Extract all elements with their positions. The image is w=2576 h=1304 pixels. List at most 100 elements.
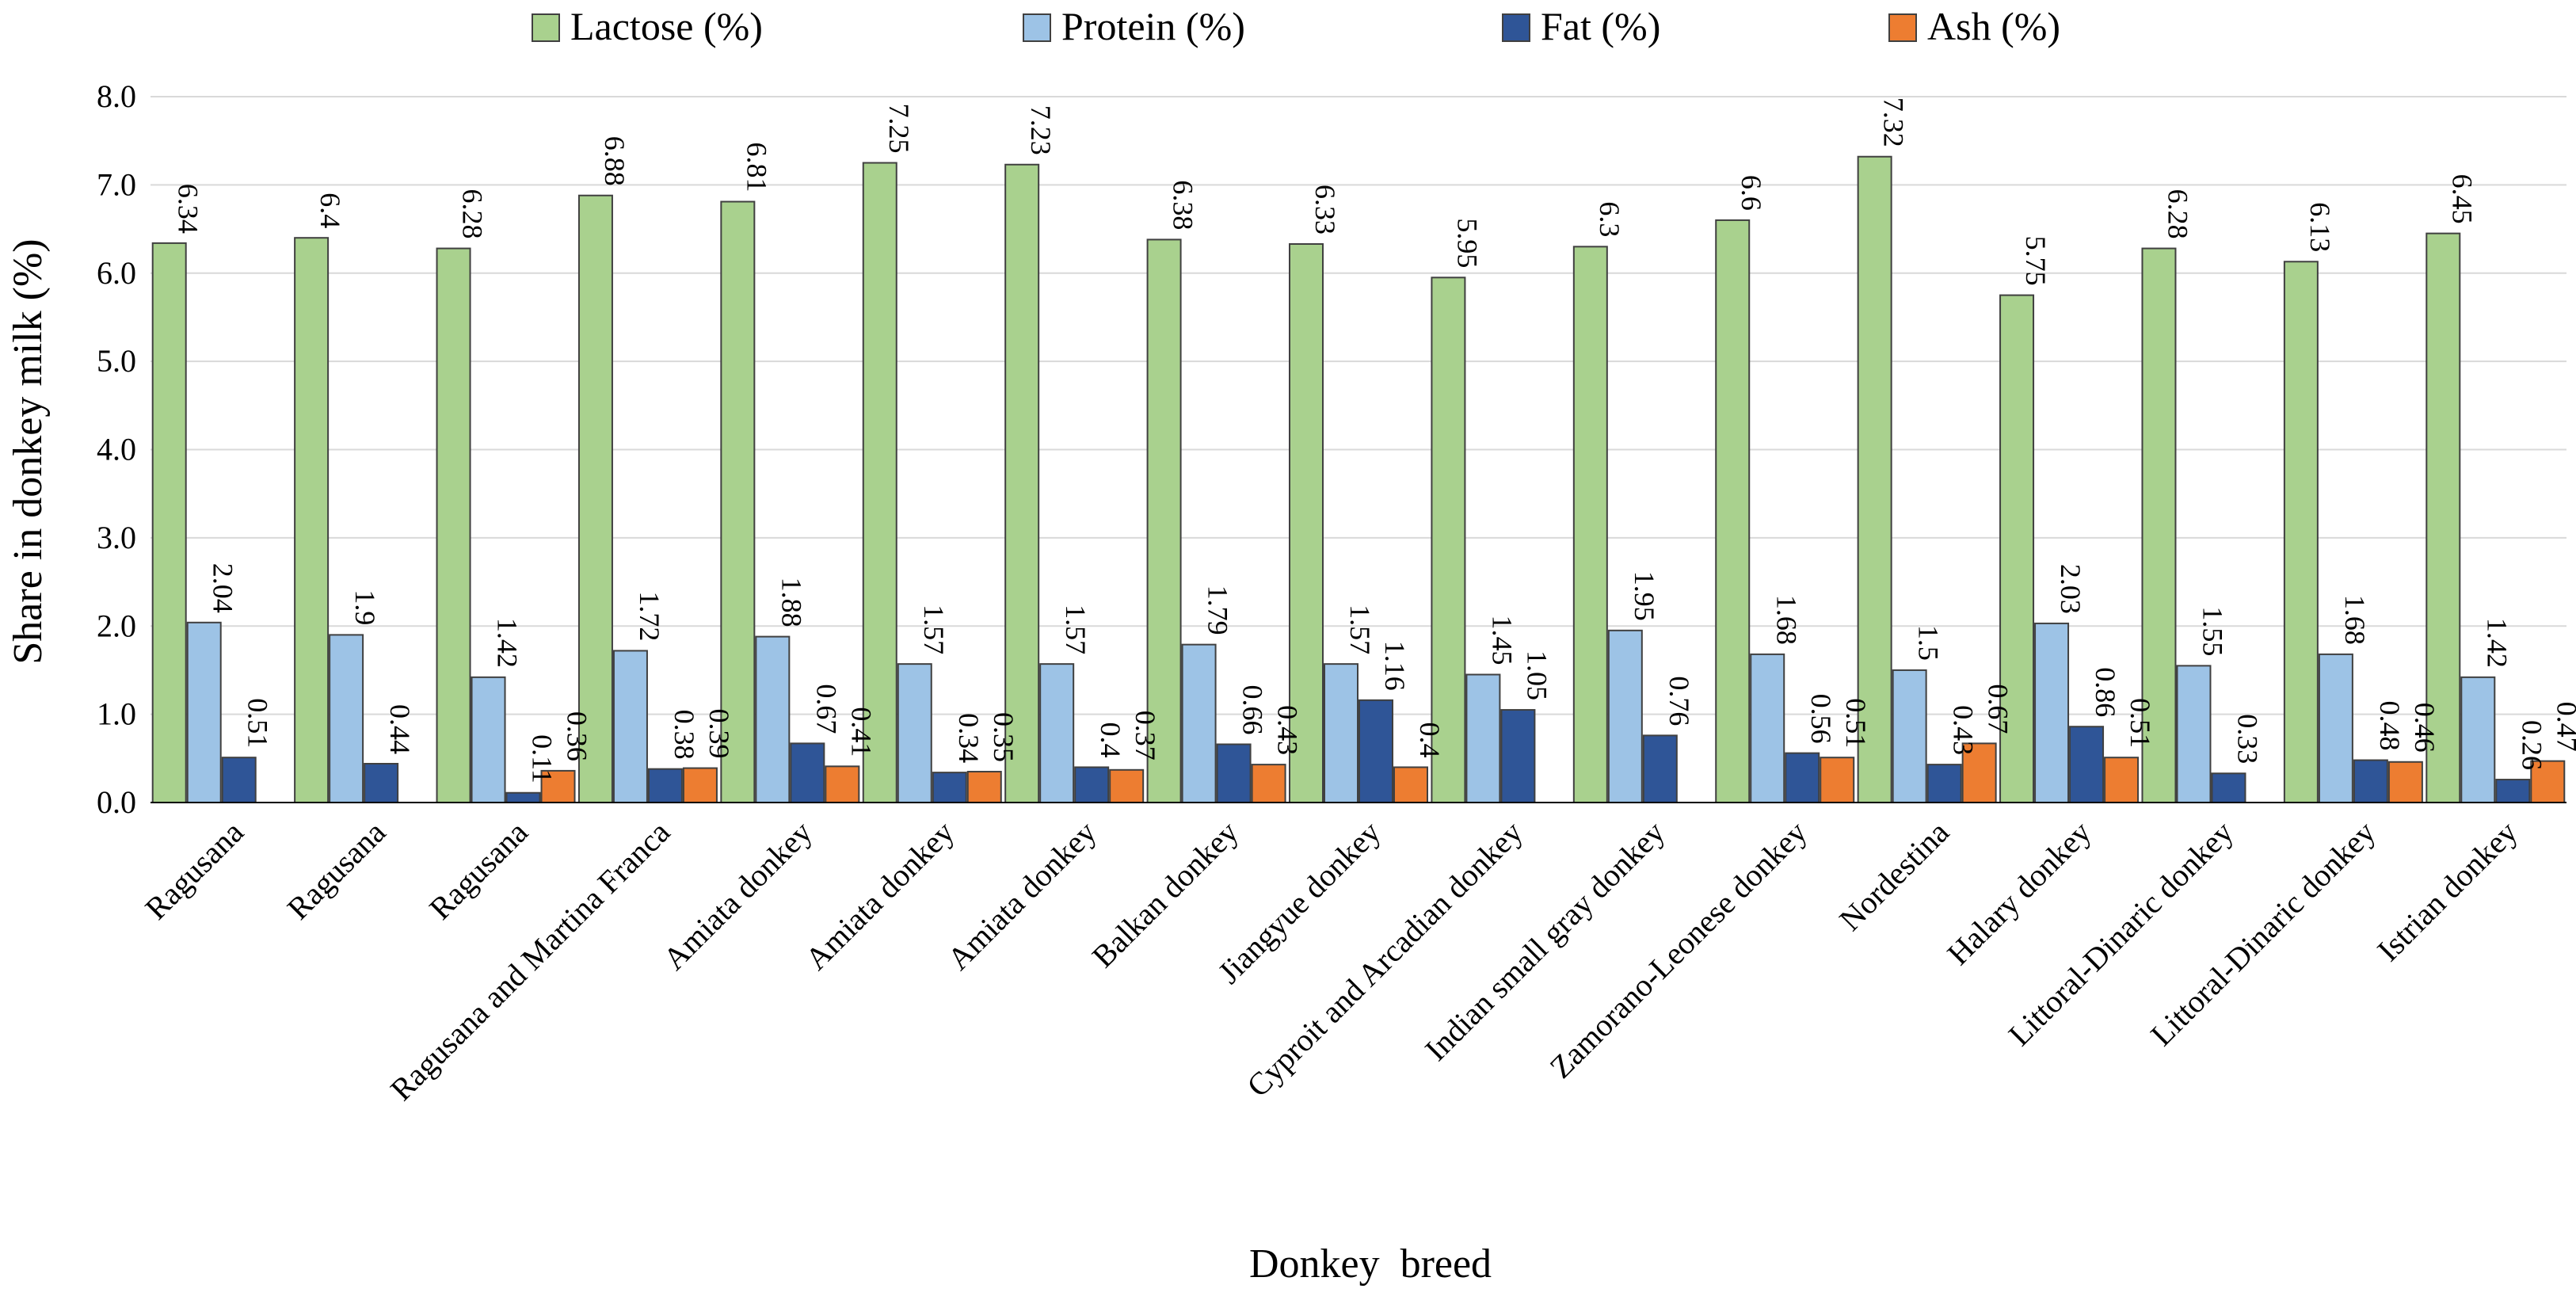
- data-label-fat: 0.66: [1237, 684, 1269, 734]
- bar-lactose: [577, 194, 613, 804]
- data-label-protein: 1.79: [1202, 585, 1234, 635]
- legend-swatch-fat: [1502, 13, 1530, 42]
- bar-fat: [1926, 764, 1962, 804]
- data-label-ash: 0.46: [2409, 703, 2441, 753]
- x-tick-label: Amiata donkey: [656, 814, 818, 977]
- bar-lactose: [2283, 261, 2319, 803]
- data-label-lactose: 5.75: [2020, 236, 2052, 286]
- data-label-ash: 0.67: [1983, 684, 2014, 734]
- legend-swatch-lactose: [532, 13, 560, 42]
- bar-protein: [1039, 663, 1075, 803]
- y-tick-label: 5.0: [97, 343, 136, 379]
- data-label-protein: 1.5: [1913, 625, 1945, 661]
- legend-swatch-ash: [1888, 13, 1917, 42]
- x-tick-label: Istrian donkey: [2370, 814, 2524, 968]
- bar-ash: [1109, 768, 1145, 804]
- x-tick-label: Ragusana: [280, 814, 393, 926]
- bar-lactose: [436, 247, 471, 803]
- bar-fat: [1785, 752, 1820, 804]
- data-label-fat: 0.67: [810, 684, 842, 734]
- data-label-protein: 1.55: [2197, 606, 2228, 656]
- data-label-fat: 0.38: [669, 710, 700, 760]
- data-label-fat: 0.26: [2516, 720, 2547, 770]
- y-tick-label: 8.0: [97, 78, 136, 114]
- bar-lactose: [1431, 276, 1466, 804]
- data-label-lactose: 6.34: [173, 184, 204, 234]
- bar-lactose: [1857, 155, 1892, 804]
- x-axis-title: Donkey breed: [1249, 1241, 1492, 1287]
- bar-protein: [1465, 673, 1501, 803]
- bar-lactose: [1715, 219, 1751, 803]
- bar-protein: [612, 650, 648, 803]
- bars: [151, 155, 2566, 804]
- y-tick-label: 2.0: [97, 608, 136, 643]
- x-tick-label: Zamorano-Leonese donkey: [1543, 814, 1814, 1085]
- legend-label-lactose: Lactose (%): [570, 4, 763, 48]
- bar-protein: [1324, 663, 1358, 803]
- data-label-lactose: 7.32: [1878, 97, 1910, 147]
- data-label-ash: 0.37: [1130, 711, 1161, 761]
- bar-lactose: [1289, 242, 1324, 803]
- data-label-ash: 0.51: [1840, 698, 1872, 748]
- bar-protein: [2318, 653, 2353, 804]
- data-label-protein: 1.42: [2481, 618, 2513, 668]
- bar-protein: [471, 676, 506, 803]
- bar-fat: [647, 768, 683, 803]
- bar-lactose: [151, 242, 187, 803]
- data-label-fat: 0.56: [1805, 694, 1837, 744]
- data-label-ash: 0.51: [2124, 698, 2156, 748]
- bar-fat: [1358, 699, 1393, 803]
- x-tick-label: Amiata donkey: [940, 814, 1103, 977]
- x-tick-label: Indian small gray donkey: [1418, 814, 1671, 1068]
- bar-ash: [1251, 764, 1286, 804]
- bar-ash: [1820, 757, 1855, 803]
- data-label-protein: 2.03: [2055, 564, 2086, 614]
- bar-ash: [2104, 757, 2140, 803]
- y-tick-label: 3.0: [97, 520, 136, 555]
- bar-protein: [897, 663, 932, 803]
- data-labels: 6.34 6.4 6.28 6.88 6.81 7.25 7.23 6.38 6.33 5.95 6…: [173, 97, 2576, 784]
- data-label-lactose: 6.6: [1736, 175, 1767, 211]
- bar-fat: [505, 791, 541, 804]
- bar-protein: [1892, 669, 1927, 803]
- legend-swatch-protein: [1023, 13, 1051, 42]
- data-label-protein: 1.57: [918, 604, 950, 654]
- y-tick-label: 1.0: [97, 696, 136, 732]
- data-label-protein: 1.88: [775, 578, 807, 627]
- bar-lactose: [2425, 232, 2461, 804]
- bar-lactose: [1004, 163, 1040, 804]
- data-label-fat: 1.05: [1521, 650, 1553, 700]
- bar-ash: [825, 765, 860, 803]
- data-label-fat: 0.34: [953, 713, 985, 763]
- bar-lactose: [1999, 294, 2035, 803]
- data-label-lactose: 6.38: [1168, 180, 1199, 230]
- x-tick-label: Ragusana and Martina Franca: [383, 814, 676, 1107]
- bar-protein: [2460, 676, 2496, 803]
- data-label-lactose: 6.45: [2446, 174, 2478, 224]
- y-tick-label: 4.0: [97, 432, 136, 467]
- bar-protein: [2034, 622, 2070, 803]
- x-tick-label: Balkan donkey: [1085, 814, 1245, 974]
- legend-label-fat: Fat (%): [1541, 4, 1660, 48]
- bar-protein: [1181, 643, 1217, 803]
- bar-fat: [1642, 734, 1678, 803]
- data-label-protein: 1.68: [2339, 595, 2371, 645]
- legend: Lactose (%) Protein (%) Fat (%) Ash (%): [532, 4, 2060, 48]
- bar-protein: [1750, 653, 1785, 804]
- data-label-lactose: 6.13: [2304, 202, 2336, 252]
- data-label-fat: 0.33: [2231, 714, 2263, 764]
- legend-label-protein: Protein (%): [1061, 4, 1245, 48]
- data-label-fat: 0.44: [384, 704, 416, 754]
- bar-fat: [790, 742, 825, 803]
- data-label-lactose: 6.28: [457, 189, 489, 239]
- y-tick-label: 7.0: [97, 166, 136, 202]
- bar-protein: [1607, 629, 1643, 803]
- x-tick-label: Ragusana: [422, 814, 535, 926]
- bar-lactose: [862, 162, 897, 803]
- bar-fat: [932, 772, 967, 804]
- bar-protein: [329, 634, 364, 804]
- bar-fat: [2353, 759, 2388, 803]
- data-label-protein: 1.95: [1629, 571, 1660, 621]
